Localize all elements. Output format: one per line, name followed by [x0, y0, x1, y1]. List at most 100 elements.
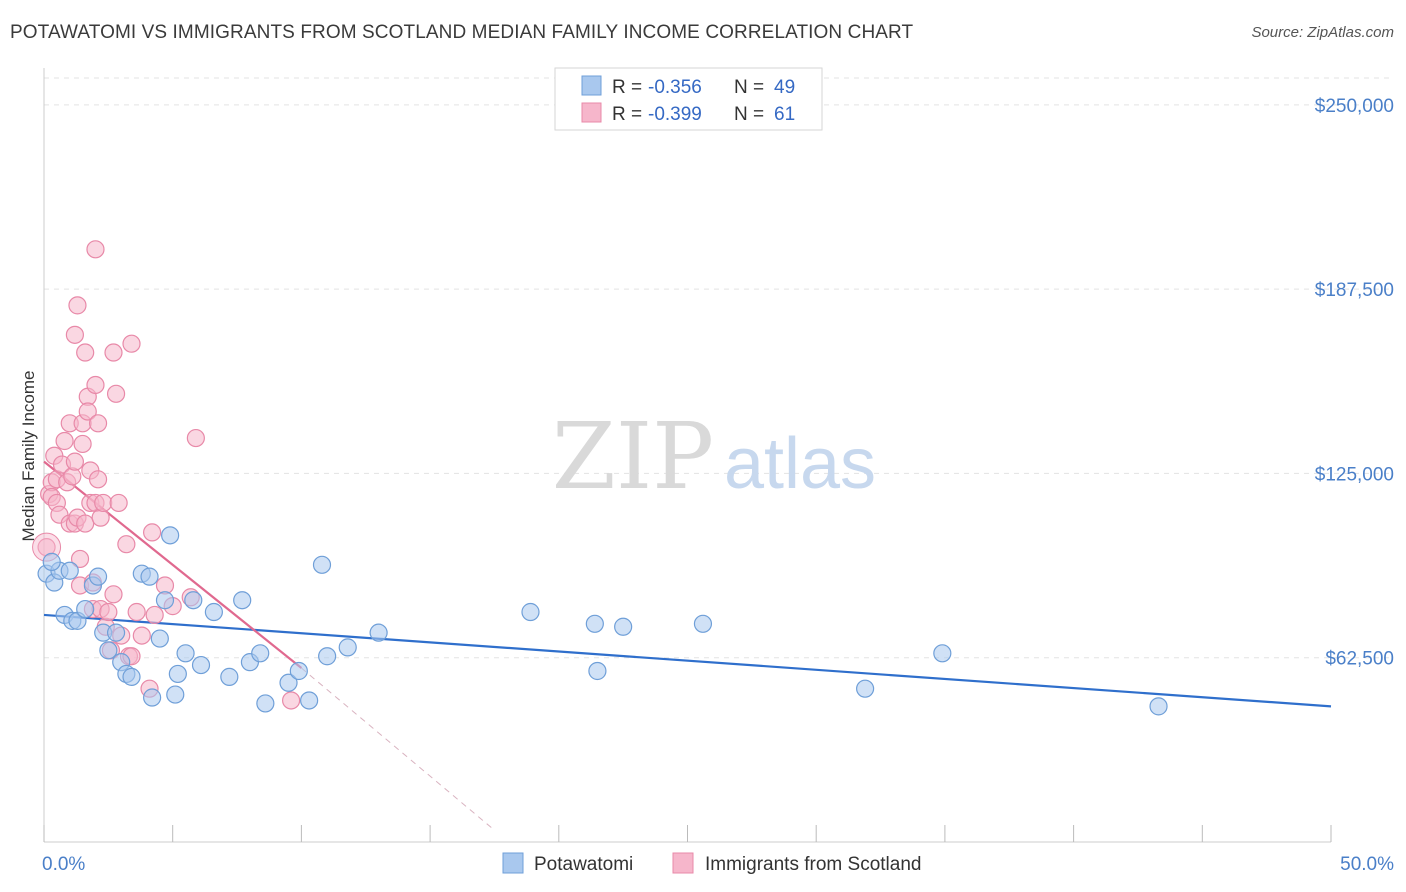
- legend-r-label-1: R =: [612, 77, 642, 98]
- scotland-point-36: [91, 508, 110, 527]
- potawatomi-point-19: [150, 629, 169, 648]
- potawatomi-point-32: [256, 694, 275, 713]
- scotland-point-13: [63, 467, 82, 486]
- scotland-point-44: [106, 384, 126, 403]
- legend-box-potawatomi: [502, 852, 524, 874]
- potawatomi-point-29: [233, 591, 252, 610]
- scotland-point-50: [122, 334, 141, 353]
- series-legend: Potawatomi Immigrants from Scotland: [502, 852, 921, 875]
- scotland-point-47: [117, 535, 136, 554]
- y-tick-label-0: $62,500: [1325, 649, 1394, 670]
- y-axis-label: Median Family Income: [19, 370, 38, 541]
- legend-label-potawatomi: Potawatomi: [534, 854, 633, 875]
- scotland-point-15: [65, 452, 84, 471]
- trend-lines: [43, 460, 1332, 831]
- legend-label-scotland: Immigrants from Scotland: [705, 854, 921, 875]
- scotland-point-35: [88, 470, 108, 489]
- potawatomi-point-47: [1149, 697, 1168, 716]
- potawatomi-point-48: [42, 552, 61, 571]
- watermark-zip: ZIP: [552, 403, 714, 510]
- scotland-point-34: [88, 414, 108, 433]
- potawatomi-point-17: [140, 567, 159, 586]
- legend-n-value-1: 49: [774, 77, 795, 98]
- grid-lines: [44, 77, 1394, 659]
- legend-n-label-2: N =: [734, 104, 764, 125]
- potawatomi-point-28: [220, 667, 239, 686]
- scotland-point-24: [76, 343, 95, 362]
- legend-swatch-potawatomi: [581, 75, 602, 96]
- potawatomi-point-27: [204, 602, 223, 622]
- scotland-point-51: [127, 602, 146, 622]
- potawatomi-point-12: [106, 623, 126, 642]
- chart-title: POTAWATOMI VS IMMIGRANTS FROM SCOTLAND M…: [10, 22, 914, 43]
- potawatomi-point-40: [521, 602, 540, 622]
- legend-r-label-2: R =: [612, 104, 642, 125]
- y-tick-label-3: $250,000: [1315, 96, 1394, 117]
- potawatomi-point-7: [76, 599, 95, 619]
- potawatomi-point-43: [614, 617, 633, 636]
- potawatomi-point-15: [122, 667, 141, 686]
- potawatomi-point-46: [933, 644, 952, 663]
- scotland-point-40: [99, 602, 118, 622]
- scotland-point-26: [78, 402, 97, 421]
- potawatomi-point-26: [191, 655, 211, 675]
- legend-swatch-scotland: [581, 102, 602, 123]
- scotland-point-32: [86, 375, 105, 395]
- scotland-point-54: [143, 523, 162, 542]
- scotland-point-23: [76, 514, 95, 533]
- y-tick-label-2: $187,500: [1315, 280, 1394, 301]
- y-tick-label-1: $125,000: [1315, 464, 1394, 485]
- potawatomi-point-20: [155, 591, 175, 610]
- potawatomi-point-22: [166, 685, 185, 704]
- potawatomi-point-33: [279, 673, 298, 692]
- potawatomi-point-25: [184, 591, 203, 610]
- potawatomi-point-39: [369, 623, 388, 642]
- scotland-point-38: [94, 493, 113, 513]
- scotland-point-21: [73, 434, 92, 454]
- y-tick-labels: $62,500 $125,000 $187,500 $250,000: [1315, 96, 1394, 670]
- potawatomi-point-45: [856, 679, 875, 698]
- source-label: Source: ZipAtlas.com: [1251, 24, 1394, 41]
- x-tick-max: 50.0%: [1340, 854, 1394, 875]
- potawatomi-point-9: [88, 567, 108, 586]
- trend-line-0: [43, 613, 1332, 708]
- potawatomi-point-23: [168, 664, 187, 684]
- scotland-point-16: [65, 325, 84, 344]
- potawatomi-point-4: [60, 561, 79, 580]
- legend-r-value-2: -0.399: [648, 104, 702, 125]
- potawatomi-point-11: [99, 641, 118, 660]
- legend-r-value-1: -0.356: [648, 77, 702, 98]
- correlation-legend: R = -0.356 N = 49 R = -0.399 N = 61: [554, 67, 823, 131]
- scotland-point-52: [132, 626, 151, 645]
- potawatomi-point-35: [300, 691, 319, 710]
- legend-n-label-1: N =: [734, 77, 764, 98]
- scotland-point-55: [145, 605, 164, 625]
- trend-line-2: [301, 667, 495, 831]
- watermark: ZIP atlas: [552, 403, 876, 510]
- series-potawatomi: [37, 526, 1168, 716]
- x-tick-min: 0.0%: [42, 854, 85, 875]
- potawatomi-point-34: [289, 661, 308, 681]
- scotland-point-17: [68, 296, 87, 315]
- axes: [43, 68, 1332, 843]
- potawatomi-point-24: [176, 644, 195, 663]
- potawatomi-point-41: [585, 614, 604, 633]
- scotland-point-20: [70, 549, 90, 569]
- potawatomi-point-37: [318, 647, 337, 666]
- legend-n-value-2: 61: [774, 104, 795, 125]
- scotland-point-9: [55, 431, 74, 451]
- scotland-point-60: [282, 691, 301, 710]
- potawatomi-point-18: [143, 688, 162, 707]
- scotland-point-43: [104, 343, 123, 362]
- watermark-atlas: atlas: [724, 424, 876, 504]
- potawatomi-point-36: [312, 555, 332, 574]
- potawatomi-point-42: [588, 661, 607, 681]
- scotland-point-42: [104, 585, 123, 604]
- potawatomi-point-21: [161, 526, 180, 545]
- legend-box-scotland: [672, 852, 694, 874]
- potawatomi-point-44: [693, 614, 713, 633]
- scotland-point-31: [86, 240, 105, 259]
- scotland-point-45: [109, 493, 128, 513]
- scotland-point-59: [186, 428, 205, 448]
